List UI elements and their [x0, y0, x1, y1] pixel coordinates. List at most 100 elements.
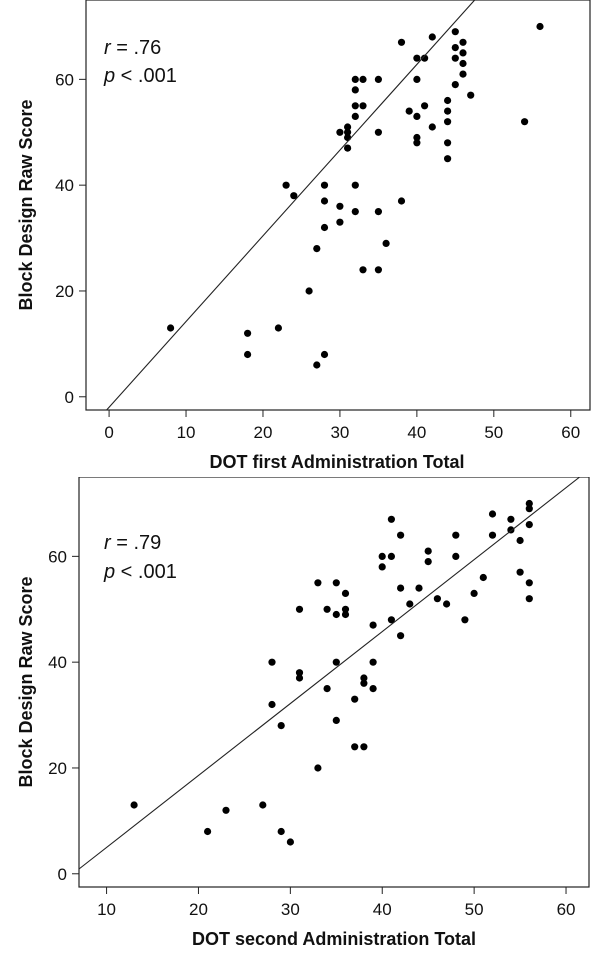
r-symbol: r	[104, 37, 112, 59]
data-point	[451, 54, 459, 62]
data-point	[405, 107, 413, 115]
data-point	[406, 600, 414, 608]
data-point	[290, 192, 298, 200]
data-point	[351, 208, 359, 216]
data-point	[374, 128, 382, 136]
data-point	[351, 86, 359, 94]
r-symbol: r	[104, 532, 112, 554]
r-statistic: r = .79	[104, 532, 161, 554]
data-point	[378, 563, 386, 571]
data-point	[313, 361, 321, 369]
x-tick-label: 50	[465, 900, 484, 919]
data-point	[244, 350, 252, 359]
y-tick-label: 60	[48, 547, 67, 566]
x-axis-title: DOT second Administration Total	[192, 929, 476, 949]
p-statistic: p < .001	[103, 561, 177, 583]
r-statistic: r = .76	[104, 37, 161, 59]
p-symbol: p	[103, 65, 115, 87]
data-point	[444, 139, 452, 147]
y-tick-label: 20	[55, 282, 74, 301]
y-tick-label: 0	[65, 388, 74, 407]
data-point	[374, 208, 382, 216]
data-point	[167, 324, 175, 332]
data-point	[130, 801, 138, 809]
data-point	[314, 764, 322, 772]
data-point	[274, 324, 282, 332]
x-tick-label: 20	[254, 423, 273, 442]
data-point	[360, 679, 368, 687]
data-point	[341, 610, 350, 619]
points-group	[167, 22, 544, 369]
data-point	[320, 181, 329, 189]
data-point	[444, 118, 452, 126]
data-point	[451, 81, 459, 89]
x-tick-label: 40	[407, 423, 426, 442]
y-tick-label: 20	[48, 759, 67, 778]
data-point	[374, 75, 382, 83]
data-point	[413, 139, 421, 147]
y-tick-label: 40	[48, 653, 67, 672]
data-point	[332, 579, 340, 587]
data-point	[344, 123, 352, 131]
data-point	[521, 118, 529, 126]
data-point	[479, 573, 487, 582]
x-tick-label: 10	[177, 423, 196, 442]
data-point	[488, 510, 497, 518]
data-point	[295, 669, 304, 677]
data-point	[525, 499, 533, 508]
p-statistic: p < .001	[103, 65, 177, 87]
data-point	[415, 584, 423, 592]
points-group	[130, 499, 533, 846]
y-axis-title: Block Design Raw Score	[16, 99, 36, 310]
x-ticks: 10 20 30 40 50 60	[97, 887, 575, 919]
plot-area-frame	[78, 477, 590, 888]
data-point	[382, 239, 390, 247]
y-axis-title: Block Design Raw Score	[16, 576, 36, 787]
data-point	[351, 112, 359, 120]
data-point	[369, 621, 377, 629]
data-point	[451, 44, 459, 52]
data-point	[351, 102, 359, 110]
regression-line	[106, 0, 476, 411]
data-point	[323, 605, 331, 613]
p-symbol: p	[103, 561, 115, 583]
x-tick-label: 30	[281, 900, 300, 919]
data-point	[516, 536, 524, 545]
data-point	[323, 685, 331, 693]
data-point	[525, 595, 533, 603]
data-point	[378, 552, 386, 560]
plot-area-frame	[85, 0, 591, 411]
data-point	[424, 558, 432, 566]
data-point	[344, 133, 352, 142]
data-point	[413, 75, 421, 83]
x-tick-label: 40	[373, 900, 392, 919]
data-point	[459, 38, 467, 46]
data-point	[351, 181, 359, 189]
data-point	[359, 75, 367, 83]
data-point	[351, 743, 359, 751]
data-point	[359, 102, 367, 110]
data-point	[444, 107, 452, 115]
data-point	[397, 531, 405, 539]
data-point	[444, 96, 452, 105]
data-point	[459, 49, 467, 57]
data-point	[360, 674, 368, 682]
data-point	[443, 600, 451, 608]
data-point	[282, 181, 290, 189]
data-point	[397, 632, 405, 640]
data-point	[351, 695, 359, 703]
x-tick-label: 50	[484, 423, 503, 442]
data-point	[433, 595, 441, 603]
data-point	[332, 610, 340, 619]
x-tick-label: 10	[97, 900, 116, 919]
data-point	[341, 589, 350, 597]
scatter-plot-first-administration: 0 10 20 30 40 50 60 0 20 40 60 r = .76 p < .001 D…	[16, 0, 591, 472]
r-value: = .76	[111, 37, 162, 59]
data-point	[470, 589, 478, 597]
x-axis-title: DOT first Administration Total	[210, 452, 465, 472]
x-tick-label: 60	[561, 423, 580, 442]
data-point	[277, 722, 285, 730]
y-tick-label: 60	[55, 70, 74, 89]
data-point	[204, 827, 212, 836]
r-value: = .79	[111, 532, 162, 554]
